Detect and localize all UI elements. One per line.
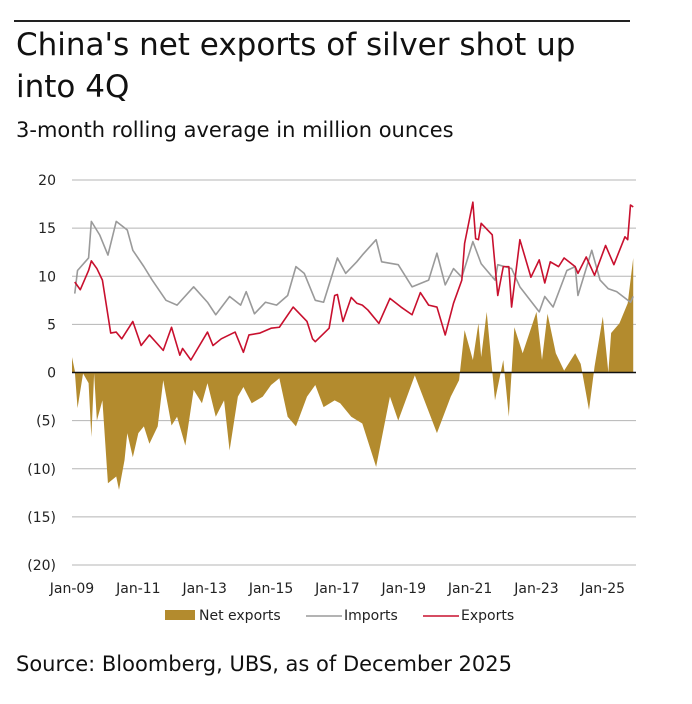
top-rule bbox=[14, 20, 630, 22]
x-tick-label: Jan-23 bbox=[513, 581, 558, 597]
y-tick-label: 0 bbox=[47, 366, 56, 382]
x-tick-label: Jan-17 bbox=[314, 581, 359, 597]
x-tick-label: Jan-21 bbox=[447, 581, 492, 597]
gridlines bbox=[72, 179, 636, 566]
y-tick-label: 5 bbox=[47, 317, 56, 333]
y-axis-ticks: 20 15 10 5 0 (5) (10) (15) (20) bbox=[27, 173, 56, 574]
imports-line bbox=[73, 220, 634, 316]
x-tick-label: Jan-13 bbox=[181, 581, 226, 597]
series-marks bbox=[72, 201, 636, 490]
x-tick-label: Jan-19 bbox=[381, 581, 426, 597]
y-tick-label: 15 bbox=[38, 221, 56, 237]
x-tick-label: Jan-15 bbox=[248, 581, 293, 597]
x-tick-label: Jan-09 bbox=[49, 581, 94, 597]
source-note: Source: Bloomberg, UBS, as of December 2… bbox=[16, 652, 512, 676]
y-tick-label: (20) bbox=[27, 558, 56, 574]
y-tick-label: (15) bbox=[27, 510, 56, 526]
legend-swatch-net-exports bbox=[165, 610, 195, 620]
legend-label-exports: Exports bbox=[461, 608, 514, 624]
x-tick-label: Jan-25 bbox=[580, 581, 625, 597]
y-tick-label: (5) bbox=[36, 414, 56, 430]
y-tick-label: (10) bbox=[27, 462, 56, 478]
y-tick-label: 10 bbox=[38, 269, 56, 285]
exports-line bbox=[74, 201, 634, 361]
net-exports-area bbox=[72, 257, 634, 490]
x-axis-ticks: Jan-09 Jan-11 Jan-13 Jan-15 Jan-17 Jan-19 Jan-… bbox=[49, 581, 625, 597]
x-tick-label: Jan-11 bbox=[115, 581, 160, 597]
legend: Net exports Imports Exports bbox=[165, 608, 514, 624]
legend-label-imports: Imports bbox=[344, 608, 398, 624]
chart-title: China's net exports of silver shot up in… bbox=[16, 27, 576, 105]
y-tick-label: 20 bbox=[38, 173, 56, 189]
legend-label-net-exports: Net exports bbox=[199, 608, 281, 624]
chart-subtitle: 3-month rolling average in million ounce… bbox=[16, 118, 454, 142]
